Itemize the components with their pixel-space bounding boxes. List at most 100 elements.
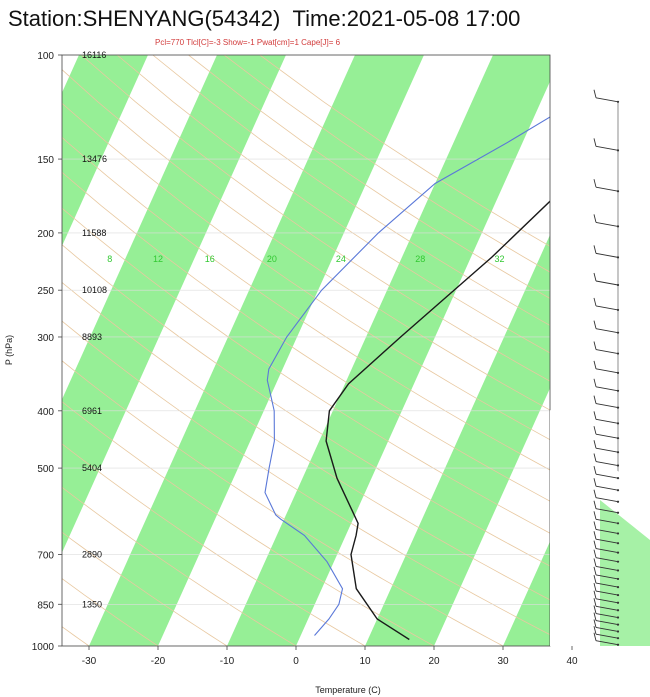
height-label: 1350 bbox=[82, 599, 102, 609]
wind-barb bbox=[595, 508, 619, 514]
wind-barb bbox=[595, 538, 619, 544]
wind-barb-flag bbox=[593, 540, 597, 549]
wind-barb bbox=[595, 633, 619, 639]
wind-barb-dot bbox=[616, 331, 620, 334]
height-label: 10108 bbox=[82, 285, 107, 295]
mixing-ratio-label: 12 bbox=[153, 254, 163, 264]
y-tick-label: 850 bbox=[37, 600, 54, 611]
height-label: 13476 bbox=[82, 154, 107, 164]
wind-barb bbox=[595, 328, 619, 334]
wind-barb-flag bbox=[593, 411, 597, 420]
wind-barb-flag bbox=[593, 511, 597, 520]
mixing-ratio-label: 28 bbox=[415, 254, 425, 264]
x-tick-label: 40 bbox=[566, 656, 578, 667]
wind-barb-dot bbox=[616, 451, 620, 454]
wind-barb-flag bbox=[593, 566, 597, 576]
wind-barb-flag bbox=[593, 440, 597, 449]
wind-barb-flag bbox=[593, 341, 597, 350]
mixing-ratio-label: 32 bbox=[495, 254, 505, 264]
x-tick-label: 20 bbox=[428, 656, 440, 667]
wind-barb bbox=[595, 403, 619, 409]
wind-barb-flag bbox=[593, 89, 597, 98]
wind-barb-dot bbox=[616, 551, 620, 554]
wind-barb-dot bbox=[616, 477, 620, 480]
height-label: 2890 bbox=[82, 549, 102, 559]
wind-barb bbox=[595, 529, 619, 534]
wind-barb bbox=[595, 640, 619, 646]
height-label: 6961 bbox=[82, 406, 102, 416]
wind-barb bbox=[595, 627, 619, 632]
mixing-ratio-bands bbox=[62, 55, 550, 646]
wind-barb-flag bbox=[593, 489, 597, 498]
wind-barb-flag bbox=[593, 214, 597, 223]
mixing-ratio-label: 16 bbox=[205, 254, 215, 264]
wind-barb-flag bbox=[593, 466, 597, 475]
wind-barb-dot bbox=[616, 593, 620, 597]
wind-barb bbox=[595, 461, 619, 466]
wind-barb-dot bbox=[616, 643, 620, 646]
wind-barb bbox=[595, 418, 619, 424]
x-tick-label: -30 bbox=[82, 656, 97, 667]
mixing-ratio-label: 8 bbox=[107, 254, 112, 264]
wind-barb-dot bbox=[616, 609, 620, 612]
wind-barb-dot bbox=[616, 283, 620, 287]
wind-barb-dot bbox=[616, 256, 620, 259]
wind-barb-dot bbox=[616, 630, 620, 633]
wind-barb-dot bbox=[616, 601, 620, 604]
wind-barb-flag bbox=[593, 612, 597, 621]
wind-barb-flag bbox=[593, 632, 597, 641]
x-tick-label: 10 bbox=[359, 656, 371, 667]
wind-barb-dot bbox=[616, 371, 620, 374]
wind-barb-flag bbox=[593, 395, 597, 404]
y-tick-label: 400 bbox=[37, 407, 54, 418]
wind-barb-flag bbox=[593, 138, 597, 147]
temperature-band bbox=[62, 55, 148, 246]
wind-barb-dot bbox=[616, 616, 620, 619]
wind-barb bbox=[595, 280, 619, 286]
y-tick-label: 500 bbox=[37, 464, 54, 475]
y-tick-label: 100 bbox=[37, 51, 54, 62]
mixing-ratio-label: 24 bbox=[336, 254, 346, 264]
wind-barb-dot bbox=[616, 522, 620, 525]
height-label: 8893 bbox=[82, 332, 102, 342]
x-tick-label: 0 bbox=[293, 656, 299, 667]
temperature-band bbox=[227, 55, 550, 646]
wind-barb-flag bbox=[593, 590, 597, 599]
wind-barb bbox=[595, 620, 619, 626]
wind-barb bbox=[595, 305, 619, 311]
y-tick-label: 700 bbox=[37, 550, 54, 561]
chart-title: Station:SHENYANG(54342) Time:2021-05-08 … bbox=[8, 6, 520, 32]
wind-barb-dot bbox=[616, 406, 620, 409]
wind-barb-flag bbox=[593, 582, 597, 592]
wind-barb bbox=[595, 386, 619, 392]
x-axis-label: Temperature (C) bbox=[315, 685, 381, 695]
temperature-band bbox=[365, 234, 550, 646]
temperature-band bbox=[503, 541, 550, 646]
wind-barb-flag bbox=[593, 179, 597, 188]
wind-barb-dot bbox=[616, 623, 620, 626]
wind-barb-flag bbox=[593, 500, 597, 509]
wind-barb-flag bbox=[593, 272, 597, 282]
wind-barb-dot bbox=[616, 437, 620, 440]
wind-barb-flag bbox=[593, 626, 597, 635]
wind-barb-dot bbox=[616, 532, 620, 535]
wind-barb bbox=[595, 97, 619, 103]
wind-barb-flag bbox=[593, 619, 597, 628]
y-tick-label: 300 bbox=[37, 333, 54, 344]
wind-barb bbox=[595, 590, 619, 596]
y-tick-label: 150 bbox=[37, 155, 54, 166]
height-label: 5404 bbox=[82, 463, 102, 473]
wind-barb bbox=[595, 557, 619, 563]
wind-barb bbox=[595, 145, 619, 151]
wind-barb bbox=[595, 497, 619, 503]
chart-subtitle: Pcl=770 Tlcl[C]=-3 Show=-1 Pwat[cm]=1 Ca… bbox=[155, 38, 341, 47]
wind-barb bbox=[595, 582, 619, 588]
wind-barb-dot bbox=[616, 352, 620, 355]
wind-barb-flag bbox=[593, 549, 597, 558]
wind-barb-dot bbox=[616, 190, 620, 193]
height-label: 11588 bbox=[82, 228, 106, 238]
wind-barb-dot bbox=[616, 225, 620, 228]
wind-barb bbox=[595, 186, 619, 192]
wind-barb bbox=[595, 349, 619, 354]
